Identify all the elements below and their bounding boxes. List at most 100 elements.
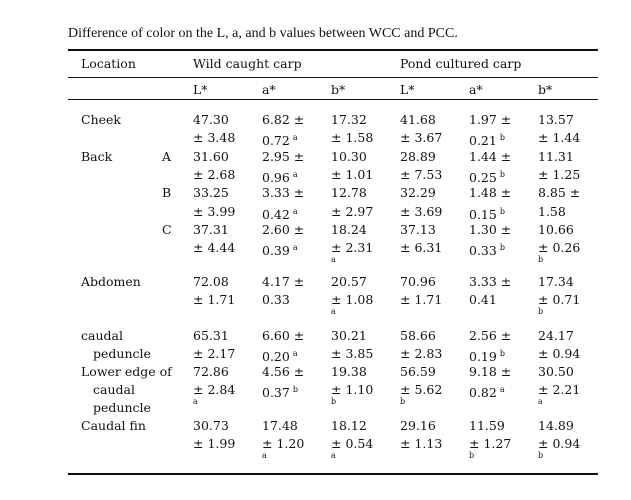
- table-cell: 0.21 b: [469, 133, 505, 148]
- header-rule: [68, 99, 598, 100]
- significance-superscript: b: [499, 349, 505, 358]
- significance-superscript: a: [292, 349, 298, 358]
- table-cell: 11.59: [469, 418, 505, 433]
- table-cell: 30.73: [193, 418, 229, 433]
- group-rule: [68, 77, 598, 78]
- table-cell: 30.21: [331, 328, 367, 343]
- table-cell: ± 1.27: [469, 436, 512, 451]
- table-cell: ± 4.44: [193, 240, 236, 255]
- table-cell: ± 3.99: [193, 204, 236, 219]
- table-cell: 1.44 ±: [469, 149, 512, 164]
- table-cell: 0.20 a: [262, 349, 298, 364]
- table-cell: 18.12: [331, 418, 367, 433]
- row-label: Caudal fin: [81, 418, 146, 433]
- significance-superscript: a: [292, 207, 298, 216]
- table-cell: 2.60 ±: [262, 222, 305, 237]
- table-cell: ± 1.71: [400, 292, 443, 307]
- significance-superscript: a: [292, 170, 298, 179]
- significance-letter: a: [262, 451, 267, 460]
- table-cell: 70.96: [400, 274, 436, 289]
- table-cell: 18.24: [331, 222, 367, 237]
- significance-superscript: b: [499, 207, 505, 216]
- table-cell: 2.95 ±: [262, 149, 305, 164]
- table-cell: 0.37 b: [262, 385, 298, 400]
- significance-letter: a: [538, 397, 543, 406]
- row-label: A: [162, 149, 172, 164]
- significance-superscript: b: [499, 243, 505, 252]
- table-cell: 0.41: [469, 292, 497, 307]
- table-cell: 0.96 a: [262, 170, 298, 185]
- row-label: C: [162, 222, 172, 237]
- table-cell: ± 7.53: [400, 167, 443, 182]
- table-cell: ± 5.62: [400, 382, 443, 397]
- table-cell: ± 3.69: [400, 204, 443, 219]
- table-cell: 72.08: [193, 274, 229, 289]
- table-cell: ± 1.44: [538, 130, 581, 145]
- table-cell: 0.25 b: [469, 170, 505, 185]
- table-cell: 29.16: [400, 418, 436, 433]
- row-label: Lower edge of: [81, 364, 172, 379]
- table-cell: 14.89: [538, 418, 574, 433]
- table-cell: 58.66: [400, 328, 436, 343]
- table-cell: ± 2.83: [400, 346, 443, 361]
- significance-letter: a: [331, 451, 336, 460]
- table-cell: 11.31: [538, 149, 574, 164]
- table-cell: 13.57: [538, 112, 574, 127]
- table-cell: 17.34: [538, 274, 574, 289]
- table-cell: ± 2.17: [193, 346, 236, 361]
- table-cell: 10.66: [538, 222, 574, 237]
- table-cell: ± 2.21: [538, 382, 581, 397]
- table-cell: 30.50: [538, 364, 574, 379]
- table-cell: 20.57: [331, 274, 367, 289]
- header-wild-caught: Wild caught carp: [193, 56, 302, 71]
- row-label: peduncle: [93, 346, 151, 361]
- table-cell: 9.18 ±: [469, 364, 512, 379]
- significance-superscript: a: [292, 243, 298, 252]
- table-cell: 4.17 ±: [262, 274, 305, 289]
- table-cell: ± 2.84: [193, 382, 236, 397]
- table-cell: 0.42 a: [262, 207, 298, 222]
- significance-letter: b: [400, 397, 406, 406]
- table-cell: 0.39 a: [262, 243, 298, 258]
- table-cell: 19.38: [331, 364, 367, 379]
- col-header-pond-b: b*: [538, 82, 553, 97]
- row-label: caudal: [81, 328, 123, 343]
- significance-superscript: b: [499, 133, 505, 142]
- table-cell: 65.31: [193, 328, 229, 343]
- table-cell: 24.17: [538, 328, 574, 343]
- table-cell: 47.30: [193, 112, 229, 127]
- table-cell: 12.78: [331, 185, 367, 200]
- table-cell: ± 1.13: [400, 436, 443, 451]
- table-cell: 17.48: [262, 418, 298, 433]
- significance-superscript: b: [499, 170, 505, 179]
- table-cell: ± 1.58: [331, 130, 374, 145]
- table-cell: 10.30: [331, 149, 367, 164]
- significance-superscript: b: [292, 385, 298, 394]
- significance-superscript: a: [499, 385, 505, 394]
- header-location: Location: [81, 56, 136, 71]
- significance-superscript: a: [292, 133, 298, 142]
- table-cell: 33.25: [193, 185, 229, 200]
- table-cell: 37.31: [193, 222, 229, 237]
- row-label: Back: [81, 149, 113, 164]
- significance-letter: a: [331, 307, 336, 316]
- table-cell: ± 6.31: [400, 240, 443, 255]
- table-cell: 1.58: [538, 204, 566, 219]
- table-cell: ± 1.08: [331, 292, 374, 307]
- table-cell: ± 2.31: [331, 240, 374, 255]
- table-cell: ± 2.97: [331, 204, 374, 219]
- row-label: caudal: [93, 382, 135, 397]
- header-pond-cultured: Pond cultured carp: [400, 56, 522, 71]
- table-cell: 28.89: [400, 149, 436, 164]
- table-cell: 37.13: [400, 222, 436, 237]
- table-cell: 0.82 a: [469, 385, 505, 400]
- table-cell: ± 2.68: [193, 167, 236, 182]
- table-cell: ± 1.71: [193, 292, 236, 307]
- table-cell: 0.15 b: [469, 207, 505, 222]
- table-cell: ± 1.25: [538, 167, 581, 182]
- row-label: Abdomen: [81, 274, 141, 289]
- table-cell: ± 0.71: [538, 292, 581, 307]
- table-cell: 56.59: [400, 364, 436, 379]
- table-cell: 8.85 ±: [538, 185, 581, 200]
- table-cell: ± 0.26: [538, 240, 581, 255]
